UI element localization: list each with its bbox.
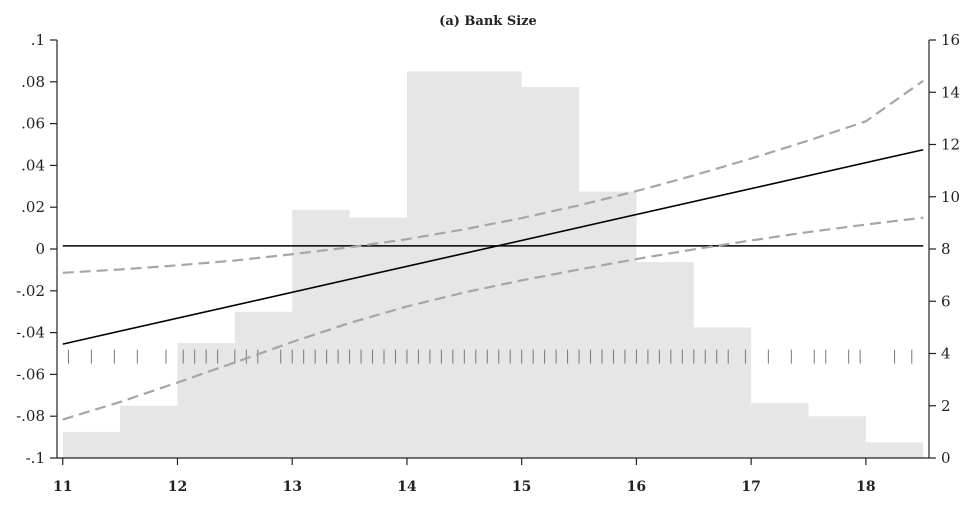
- series-layer: [62, 79, 924, 421]
- y2-tick-label: 10: [941, 188, 960, 206]
- chart-title: (a) Bank Size: [439, 14, 537, 29]
- histogram-bar: [120, 405, 178, 458]
- x-tick-label: 12: [168, 479, 187, 495]
- confidence-band-line: [62, 216, 924, 421]
- y-tick-label: -.08: [16, 407, 45, 425]
- histogram-bar: [693, 327, 752, 458]
- x-tick-label: 14: [397, 479, 417, 495]
- x-tick-label: 18: [856, 479, 875, 495]
- y-tick-label: .1: [31, 31, 45, 49]
- y-tick-label: -.1: [26, 449, 45, 467]
- y2-tick-label: 2: [941, 397, 951, 415]
- y-tick-label: -.04: [16, 324, 45, 342]
- x-tick-label: 11: [53, 479, 72, 495]
- confidence-band-line: [62, 79, 924, 274]
- histogram-bar: [521, 87, 580, 459]
- y2-tick-label: 0: [941, 449, 951, 467]
- x-tick-label: 16: [627, 479, 646, 495]
- histogram-bar: [349, 217, 407, 458]
- series-line: [62, 148, 924, 345]
- histogram-bar: [464, 71, 522, 458]
- histogram-bar: [234, 311, 293, 458]
- histogram-bar: [808, 416, 866, 458]
- y-tick-label: .06: [21, 115, 45, 133]
- y-tick-label: -.06: [16, 365, 45, 383]
- y2-tick-label: 6: [941, 292, 951, 310]
- y-tick-label: .08: [21, 73, 45, 91]
- axis-layer: -.1 -.08 -.06 -.04 -.02 0 .02 .04 .06 .08 .1 0 2 4 6 8 1…: [16, 31, 960, 495]
- y-tick-label: -.02: [16, 282, 45, 300]
- rug-layer: [67, 349, 913, 364]
- y-tick-label: .04: [21, 156, 45, 174]
- y-tick-label: .02: [21, 198, 45, 216]
- histogram-bar: [636, 262, 694, 458]
- y2-tick-label: 16: [941, 31, 960, 49]
- histogram-layer: [62, 71, 924, 459]
- y2-tick-label: 8: [941, 240, 951, 258]
- x-tick-label: 17: [741, 479, 760, 495]
- histogram-bar: [62, 431, 121, 458]
- y-tick-label: 0: [35, 240, 45, 258]
- histogram-bar: [579, 191, 637, 458]
- y2-tick-label: 4: [941, 345, 951, 363]
- histogram-bar: [751, 403, 809, 458]
- histogram-bar: [292, 209, 350, 458]
- x-tick-label: 13: [282, 479, 301, 495]
- y2-tick-label: 12: [941, 136, 960, 154]
- x-tick-label: 15: [512, 479, 531, 495]
- histogram-bar: [865, 442, 924, 458]
- y2-tick-label: 14: [941, 83, 960, 101]
